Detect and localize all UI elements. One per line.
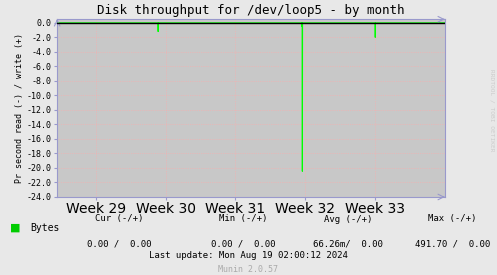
- Text: Munin 2.0.57: Munin 2.0.57: [219, 265, 278, 274]
- Text: ■: ■: [10, 223, 20, 233]
- Text: Min (-/+): Min (-/+): [219, 214, 268, 224]
- Text: Bytes: Bytes: [30, 223, 59, 233]
- Text: 0.00 /  0.00: 0.00 / 0.00: [87, 239, 152, 248]
- Text: 491.70 /  0.00: 491.70 / 0.00: [414, 239, 490, 248]
- Text: 0.00 /  0.00: 0.00 / 0.00: [211, 239, 276, 248]
- Text: Avg (-/+): Avg (-/+): [324, 214, 372, 224]
- Text: Max (-/+): Max (-/+): [428, 214, 477, 224]
- Y-axis label: Pr second read (-) / write (+): Pr second read (-) / write (+): [15, 33, 24, 183]
- Text: Last update: Mon Aug 19 02:00:12 2024: Last update: Mon Aug 19 02:00:12 2024: [149, 252, 348, 260]
- Text: 66.26m/  0.00: 66.26m/ 0.00: [313, 239, 383, 248]
- Text: Cur (-/+): Cur (-/+): [95, 214, 144, 224]
- Title: Disk throughput for /dev/loop5 - by month: Disk throughput for /dev/loop5 - by mont…: [97, 4, 405, 17]
- Text: RRDTOOL / TOBI OETIKER: RRDTOOL / TOBI OETIKER: [490, 69, 495, 151]
